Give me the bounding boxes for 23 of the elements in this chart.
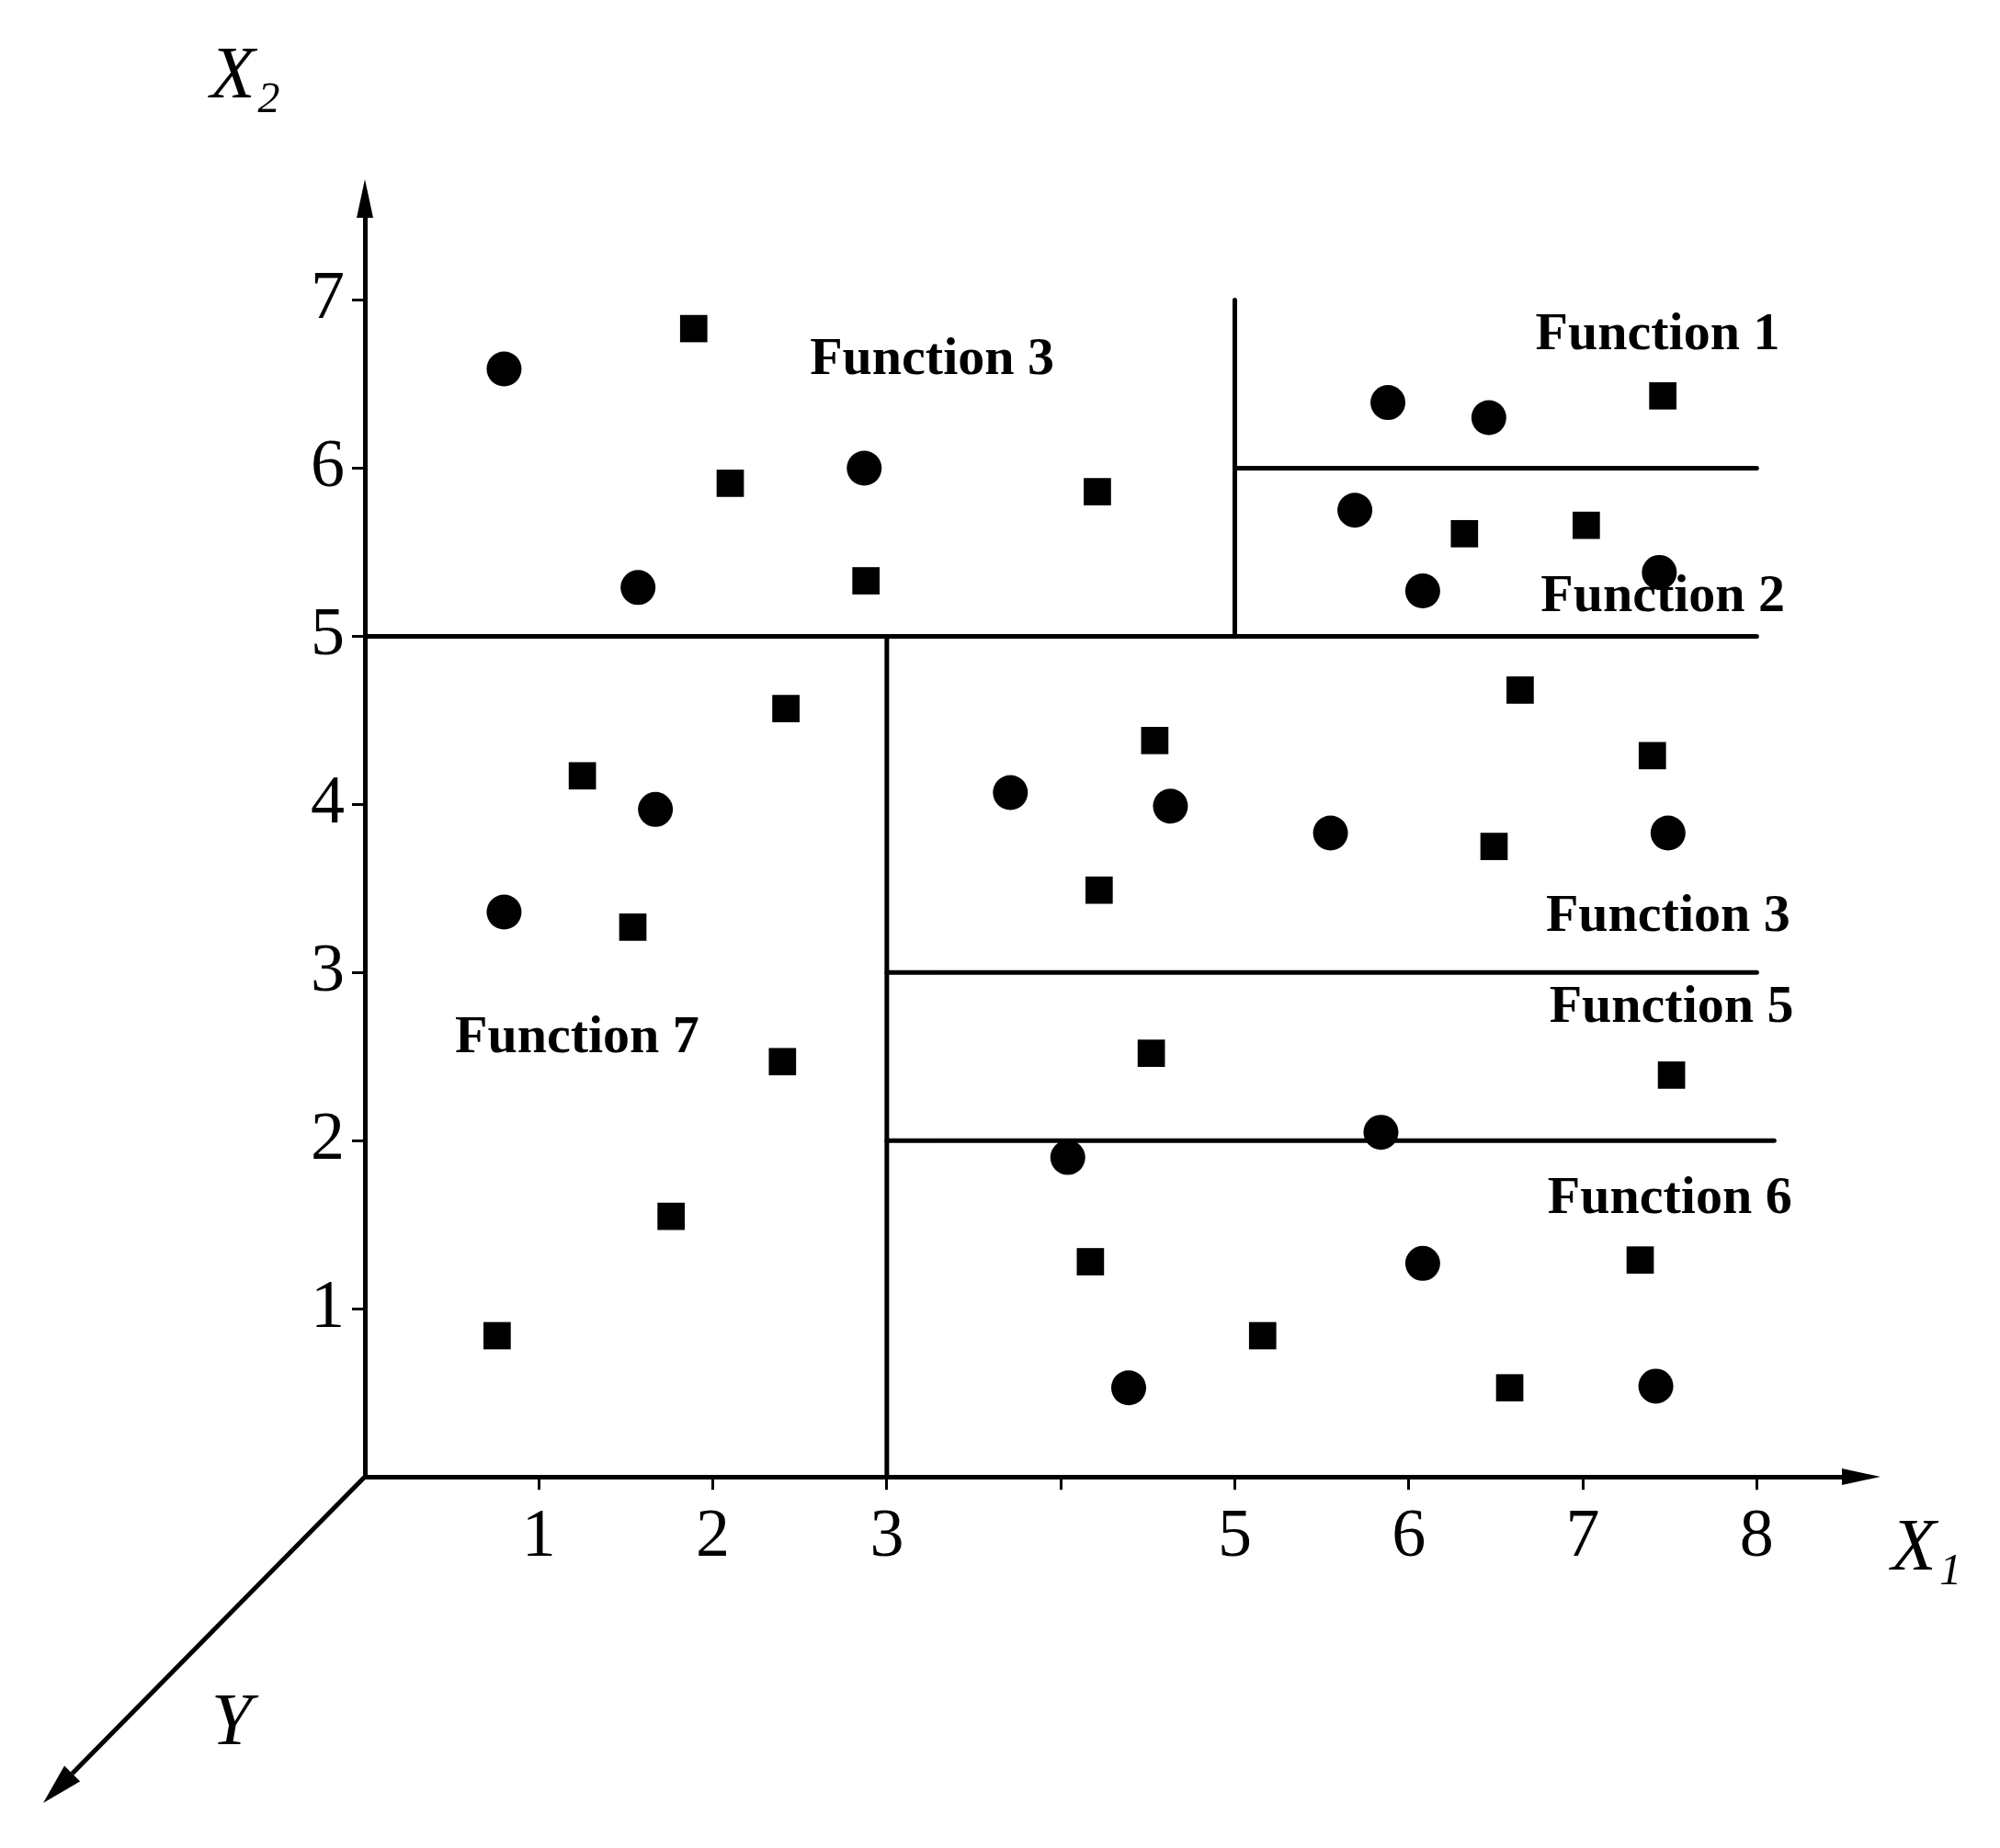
x-tick-label: 2 <box>696 1495 731 1571</box>
x-tick-label: 1 <box>521 1495 556 1571</box>
y-tick-label: 5 <box>311 593 345 669</box>
annotation: Function 3 <box>1545 882 1790 943</box>
y-tick-label: 7 <box>311 256 345 333</box>
x-tick-label: 3 <box>869 1495 904 1571</box>
y-tick-label: 2 <box>311 1097 345 1173</box>
text: Y <box>210 1679 259 1761</box>
annotation: Function 1 <box>1535 300 1780 361</box>
y-tick-label: 6 <box>311 425 345 501</box>
annotation: Function 7 <box>455 1003 699 1064</box>
annotation: Function 6 <box>1547 1165 1792 1226</box>
annotation: Function 5 <box>1549 973 1794 1034</box>
x-axis-title: X₁ <box>1888 1504 1962 1586</box>
y-tick-label: 3 <box>311 929 345 1005</box>
x-tick-label: 5 <box>1217 1495 1252 1571</box>
y-tick-label: 1 <box>311 1265 345 1342</box>
y-axis-title: X₂ <box>207 32 281 114</box>
x-tick-label: 6 <box>1392 1495 1426 1571</box>
y-tick-label: 4 <box>311 761 345 837</box>
x-tick-label: 7 <box>1565 1495 1600 1571</box>
x-tick-label: 8 <box>1739 1495 1774 1571</box>
annotation: Function 3 <box>810 326 1055 387</box>
